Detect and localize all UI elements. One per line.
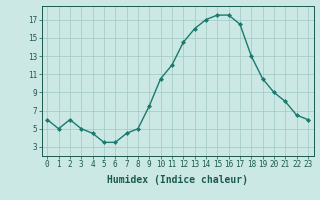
X-axis label: Humidex (Indice chaleur): Humidex (Indice chaleur) bbox=[107, 175, 248, 185]
